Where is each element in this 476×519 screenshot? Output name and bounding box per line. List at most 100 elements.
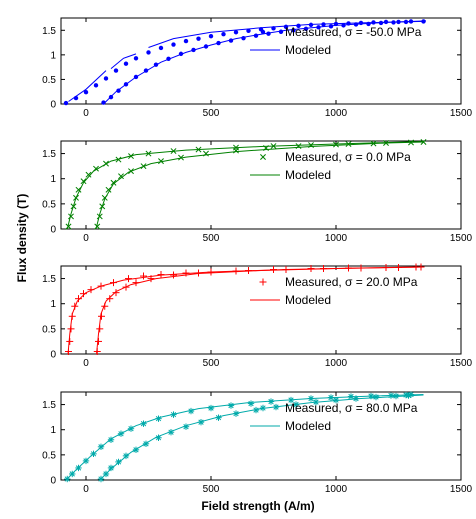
data-point xyxy=(196,36,201,41)
data-point xyxy=(321,22,326,27)
data-point xyxy=(233,30,239,35)
data-point xyxy=(233,147,239,154)
y-tick-label: 1 xyxy=(50,425,56,436)
data-point xyxy=(246,28,251,33)
x-tick-label: 1000 xyxy=(325,484,348,495)
data-point xyxy=(272,403,280,411)
data-point xyxy=(333,141,339,148)
x-tick-label: 1500 xyxy=(450,233,473,244)
x-tick-label: 0 xyxy=(83,484,89,495)
data-point xyxy=(421,19,426,24)
data-point xyxy=(408,19,414,24)
y-tick-label: 1.5 xyxy=(42,149,56,160)
data-point xyxy=(97,282,105,290)
data-point xyxy=(118,173,124,180)
data-point xyxy=(287,396,295,404)
x-tick-label: 1000 xyxy=(325,233,348,244)
legend-marker xyxy=(260,154,266,160)
data-point xyxy=(320,265,327,273)
data-point xyxy=(166,56,171,61)
x-tick-label: 1000 xyxy=(325,108,348,119)
data-point xyxy=(292,401,300,408)
data-point xyxy=(387,392,395,399)
data-point xyxy=(197,418,205,426)
y-tick-label: 1 xyxy=(50,174,56,185)
x-tick-label: 0 xyxy=(83,358,89,369)
data-point xyxy=(133,56,139,61)
y-tick-label: 0.5 xyxy=(42,324,56,335)
data-point xyxy=(122,452,130,460)
data-point xyxy=(345,141,352,147)
data-point xyxy=(191,47,196,53)
data-point xyxy=(403,19,409,25)
data-point xyxy=(391,20,396,25)
data-point xyxy=(98,312,105,320)
data-point xyxy=(308,22,314,28)
data-point xyxy=(67,325,75,333)
data-point xyxy=(396,19,401,25)
data-point xyxy=(140,163,147,170)
data-point xyxy=(155,434,162,441)
data-point xyxy=(208,33,214,39)
panel-1: 0 500 1000 1500 0 0.5 1 1.5 Measured, σ = -50.0 … xyxy=(42,17,473,119)
data-point xyxy=(73,194,79,201)
data-point xyxy=(65,347,72,355)
data-point xyxy=(328,24,334,29)
legend-label: Measured, σ = 0.0 MPa xyxy=(285,150,411,164)
data-point xyxy=(69,470,76,478)
data-point xyxy=(372,393,380,401)
data-point xyxy=(140,420,147,427)
legend-marker xyxy=(259,404,267,412)
data-point xyxy=(85,171,92,178)
data-point xyxy=(187,407,195,415)
legend: Measured, σ = 20.0 MPa Modeled xyxy=(250,275,418,307)
data-point xyxy=(271,26,276,31)
data-point xyxy=(155,415,162,422)
x-axis-title: Field strength (A/m) xyxy=(201,499,314,513)
data-point xyxy=(207,268,215,276)
data-point xyxy=(75,295,82,303)
data-point xyxy=(395,264,402,272)
data-point xyxy=(132,279,140,287)
model-curve xyxy=(66,141,424,230)
data-point xyxy=(203,150,209,157)
data-point xyxy=(123,61,129,66)
data-point xyxy=(358,20,364,26)
data-point xyxy=(327,394,335,401)
data-point xyxy=(108,94,114,100)
data-point xyxy=(122,283,130,291)
data-point xyxy=(68,312,76,320)
data-point xyxy=(170,148,177,155)
data-point xyxy=(96,213,103,220)
data-point xyxy=(247,400,255,407)
data-point xyxy=(123,82,129,87)
data-point xyxy=(83,90,89,95)
data-point xyxy=(117,430,125,437)
x-tick-label: 1500 xyxy=(450,108,473,119)
data-point xyxy=(63,100,69,106)
data-point xyxy=(312,398,320,406)
data-point xyxy=(207,404,215,412)
data-point xyxy=(73,95,79,101)
data-point xyxy=(146,50,151,55)
data-point xyxy=(353,22,359,27)
y-tick-label: 1.5 xyxy=(42,26,56,37)
legend-label: Modeled xyxy=(285,419,331,433)
data-point xyxy=(75,464,82,472)
data-point xyxy=(221,32,226,37)
data-point xyxy=(346,21,351,26)
legend-label: Measured, σ = 20.0 MPa xyxy=(285,275,418,289)
data-point xyxy=(93,165,99,172)
data-point xyxy=(80,290,87,298)
data-point xyxy=(405,392,412,399)
data-point xyxy=(96,325,104,333)
data-point xyxy=(228,38,234,43)
data-point xyxy=(383,19,389,25)
data-point xyxy=(95,337,102,345)
x-tick-label: 500 xyxy=(203,233,220,244)
data-point xyxy=(366,21,371,27)
panel-3: 0 500 1000 1500 0 0.5 1 1.5 Measured, σ = 20.0 M… xyxy=(42,263,473,369)
data-point xyxy=(303,26,309,32)
data-point xyxy=(167,429,175,436)
data-point xyxy=(107,436,115,443)
